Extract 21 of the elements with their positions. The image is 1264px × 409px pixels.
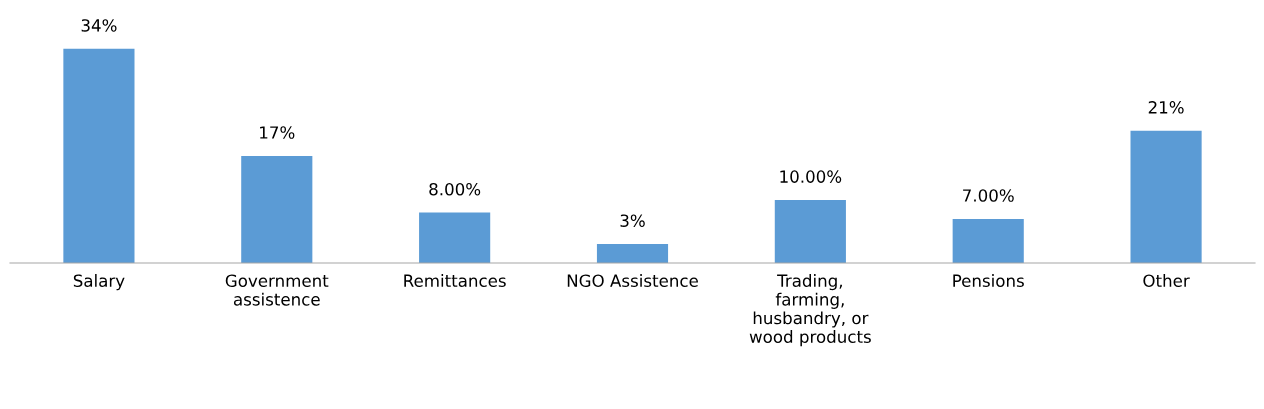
bar: [596, 244, 669, 263]
x-tick-label: Trading, farming, husbandry, or wood products: [749, 274, 871, 347]
data-label: 8.00%: [429, 182, 481, 196]
bar: [774, 200, 846, 263]
data-label: 34%: [81, 19, 117, 32]
x-tick-label: NGO Assistence: [567, 274, 698, 288]
x-tick-label: Government assistence: [225, 274, 329, 306]
data-label: 3%: [620, 214, 645, 227]
bar: [63, 48, 135, 263]
data-label: 7.00%: [963, 189, 1014, 202]
x-tick-label: Salary: [73, 274, 125, 291]
data-label: 10.00%: [780, 170, 842, 183]
x-tick-label: Pensions: [953, 274, 1024, 288]
bar: [1130, 130, 1202, 263]
x-tick-label: Remittances: [404, 274, 506, 288]
data-label: 21%: [1148, 101, 1184, 114]
x-tick-label: Other: [1143, 274, 1190, 288]
bar: [419, 212, 491, 263]
bar: [952, 218, 1024, 263]
bar: [241, 155, 313, 263]
data-label: 17%: [260, 126, 295, 139]
